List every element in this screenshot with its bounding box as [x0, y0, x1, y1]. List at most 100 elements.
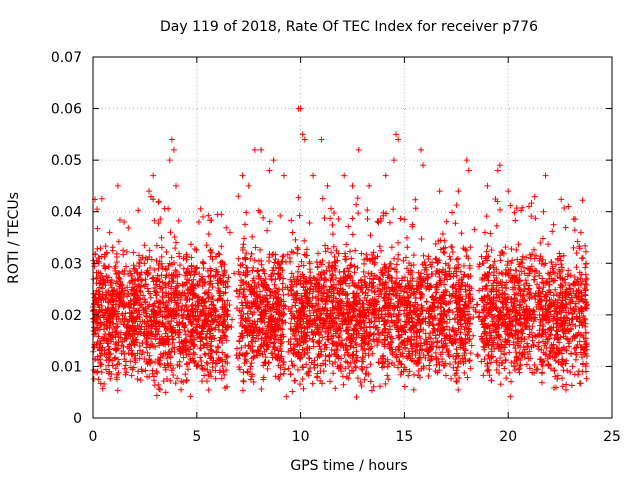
- data-point: [394, 364, 401, 371]
- data-point: [342, 253, 349, 260]
- data-point: [178, 312, 185, 319]
- data-point: [121, 350, 128, 357]
- data-point: [203, 242, 210, 249]
- data-point: [369, 279, 376, 286]
- data-point: [236, 271, 243, 278]
- data-point: [154, 369, 161, 376]
- data-point: [404, 244, 411, 251]
- data-point: [401, 216, 408, 223]
- data-point: [223, 337, 230, 344]
- data-point: [271, 281, 278, 288]
- data-point: [343, 256, 350, 263]
- data-point: [295, 194, 302, 201]
- data-point: [319, 195, 326, 202]
- data-point: [442, 372, 449, 379]
- data-point: [385, 376, 392, 383]
- data-point: [267, 273, 274, 280]
- data-point: [194, 363, 201, 370]
- data-point: [130, 249, 137, 256]
- data-point: [441, 275, 448, 282]
- data-point: [583, 260, 590, 267]
- data-point: [239, 387, 246, 394]
- data-point: [568, 316, 575, 323]
- data-point: [554, 372, 561, 379]
- data-point: [94, 206, 101, 213]
- data-point: [447, 273, 454, 280]
- data-point: [168, 254, 175, 261]
- data-point: [519, 204, 526, 211]
- data-point: [468, 342, 475, 349]
- data-point: [330, 243, 337, 250]
- data-point: [221, 318, 228, 325]
- data-point: [163, 249, 170, 256]
- data-point: [425, 372, 432, 379]
- data-point: [238, 282, 245, 289]
- data-point: [369, 350, 376, 357]
- data-point: [436, 294, 443, 301]
- data-point: [155, 198, 162, 205]
- data-point: [464, 374, 471, 381]
- data-point: [365, 270, 372, 277]
- data-point: [358, 383, 365, 390]
- data-point: [332, 385, 339, 392]
- data-point: [176, 262, 183, 269]
- data-point: [223, 367, 230, 374]
- data-point: [200, 265, 207, 272]
- data-point: [405, 372, 412, 379]
- data-point: [353, 394, 360, 401]
- data-point: [210, 296, 217, 303]
- data-point: [443, 218, 450, 225]
- data-point: [322, 341, 329, 348]
- data-point: [508, 260, 515, 267]
- data-point: [178, 386, 185, 393]
- data-point: [564, 367, 571, 374]
- data-point: [507, 321, 514, 328]
- data-point: [253, 284, 260, 291]
- data-point: [156, 385, 163, 392]
- data-point: [282, 284, 289, 291]
- data-point: [425, 253, 432, 260]
- data-point: [277, 212, 284, 219]
- data-point: [501, 281, 508, 288]
- data-point: [511, 209, 518, 216]
- data-point: [521, 264, 528, 271]
- data-point: [518, 259, 525, 266]
- data-point: [401, 274, 408, 281]
- data-point: [384, 363, 391, 370]
- data-point: [491, 258, 498, 265]
- data-point: [122, 362, 129, 369]
- data-point: [467, 365, 474, 372]
- data-point: [130, 262, 137, 269]
- data-point: [462, 356, 469, 363]
- data-point: [388, 244, 395, 251]
- data-point: [301, 237, 308, 244]
- data-point: [549, 317, 556, 324]
- data-point: [455, 386, 462, 393]
- data-point: [382, 279, 389, 286]
- data-point: [289, 229, 296, 236]
- data-point: [303, 246, 310, 253]
- data-point: [353, 201, 360, 208]
- data-point: [550, 221, 557, 228]
- data-point: [551, 335, 558, 342]
- data-point: [376, 243, 383, 250]
- data-point: [260, 267, 267, 274]
- data-point: [114, 387, 121, 394]
- data-point: [382, 263, 389, 270]
- data-point: [539, 379, 546, 386]
- data-point: [296, 381, 303, 388]
- data-point: [474, 301, 481, 308]
- data-point: [467, 244, 474, 251]
- data-point: [349, 280, 356, 287]
- data-point: [198, 358, 205, 365]
- data-point: [248, 373, 255, 380]
- data-point: [449, 248, 456, 255]
- data-point: [288, 358, 295, 365]
- data-point: [345, 363, 352, 370]
- data-point: [542, 260, 549, 267]
- data-point: [214, 343, 221, 350]
- data-point: [537, 239, 544, 246]
- data-point: [329, 299, 336, 306]
- data-point: [98, 369, 105, 376]
- data-point: [182, 371, 189, 378]
